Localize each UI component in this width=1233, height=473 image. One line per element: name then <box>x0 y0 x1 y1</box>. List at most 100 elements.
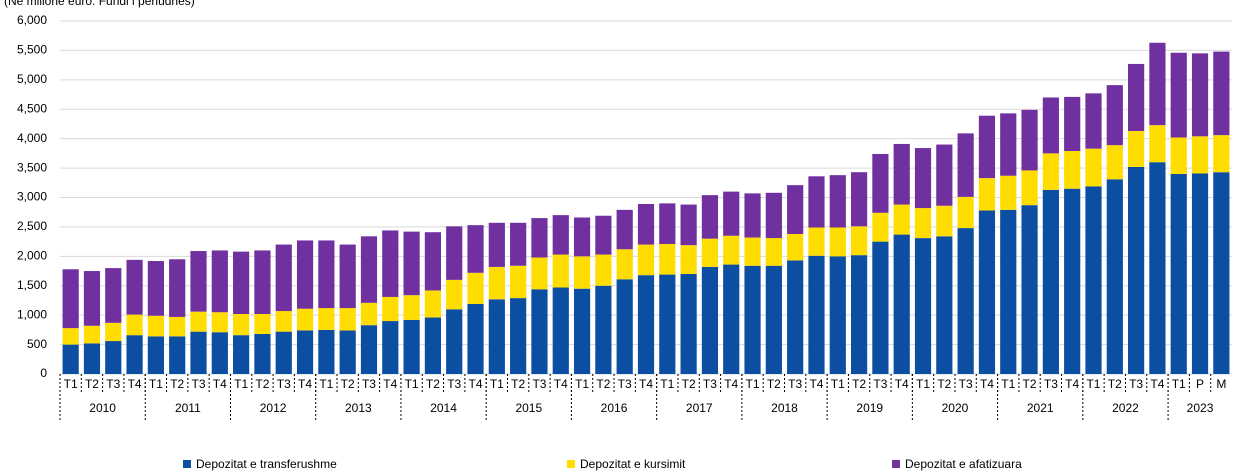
bar-segment <box>531 289 548 374</box>
x-tick-label: T1 <box>575 377 589 391</box>
bar-segment <box>488 266 505 300</box>
y-tick-label: 1,500 <box>17 278 47 292</box>
bar-segment <box>957 196 974 229</box>
bar-segment <box>787 233 804 261</box>
bar-segment <box>531 257 548 290</box>
bar-segment <box>850 255 868 374</box>
bar-segment <box>254 333 271 374</box>
x-tick-label: T3 <box>192 377 206 391</box>
bar-segment <box>1042 153 1059 190</box>
group-label: 2019 <box>856 401 883 415</box>
y-tick-label: 4,500 <box>17 101 47 115</box>
bar-segment <box>190 311 207 332</box>
bar-segment <box>510 298 527 374</box>
y-tick-label: 3,500 <box>17 160 47 174</box>
bar-segment <box>1042 189 1059 374</box>
bar-segment <box>637 244 655 276</box>
x-tick-label: T3 <box>106 377 120 391</box>
x-tick-label: T4 <box>298 377 312 391</box>
x-tick-label: T3 <box>703 377 717 391</box>
bar-segment <box>403 319 420 374</box>
group-label: 2015 <box>515 401 542 415</box>
bar-segment <box>275 244 292 312</box>
y-tick-label: 6,000 <box>17 13 47 27</box>
bar-segment <box>62 269 79 329</box>
group-label: 2011 <box>175 401 201 415</box>
x-tick-label: T2 <box>255 377 269 391</box>
bar-segment <box>744 237 761 266</box>
bar-segment <box>318 240 335 309</box>
bar-segment <box>978 115 996 179</box>
bar-segment <box>829 256 846 374</box>
x-tick-label: T4 <box>980 377 994 391</box>
bar-segment <box>318 308 335 330</box>
bar-segment <box>872 241 889 374</box>
bar-segment <box>552 287 569 374</box>
bar-segment <box>1000 209 1017 374</box>
x-tick-label: T3 <box>362 377 376 391</box>
bar-segment <box>233 313 250 336</box>
bar-segment <box>957 133 974 197</box>
x-tick-label: T3 <box>447 377 461 391</box>
bar-segment <box>573 217 591 257</box>
x-tick-label: T4 <box>554 377 568 391</box>
bar-segment <box>680 245 697 274</box>
legend-label: Depozitat e kursimit <box>580 457 686 471</box>
x-tick-label: T1 <box>831 377 845 391</box>
x-tick-label: T4 <box>469 377 483 391</box>
bar-segment <box>765 265 782 374</box>
bar-segment <box>275 311 292 332</box>
bar-segment <box>1106 145 1123 180</box>
bar-segment <box>893 204 910 235</box>
x-tick-label: T4 <box>1065 377 1079 391</box>
y-tick-label: 2,500 <box>17 219 47 233</box>
bar-segment <box>552 254 569 288</box>
bar-segment <box>595 254 612 286</box>
x-tick-label: T3 <box>1129 377 1143 391</box>
x-tick-label: T1 <box>149 377 163 391</box>
bar-segment <box>467 225 484 273</box>
y-tick-label: 0 <box>40 366 47 380</box>
x-tick-label: T2 <box>1023 377 1037 391</box>
bar-segment <box>957 228 974 374</box>
x-tick-label: T1 <box>1086 377 1100 391</box>
bar-segment <box>850 172 868 227</box>
bar-segment <box>808 255 825 374</box>
group-label: 2017 <box>686 401 713 415</box>
bar-segment <box>190 331 207 374</box>
bar-segment <box>147 261 164 316</box>
bar-segment <box>296 308 314 331</box>
y-tick-label: 5,500 <box>17 43 47 57</box>
x-tick-label: T3 <box>532 377 546 391</box>
bar-segment <box>488 222 505 267</box>
bar-segment <box>659 243 676 275</box>
bar-segment <box>914 148 932 209</box>
bar-segment <box>1021 109 1038 171</box>
bar-segment <box>936 236 953 374</box>
x-tick-label: T1 <box>405 377 419 391</box>
x-tick-label: T2 <box>937 377 951 391</box>
bar-segment <box>1106 85 1123 146</box>
bar-segment <box>1170 137 1187 174</box>
bar-segment <box>147 315 164 337</box>
bar-segment <box>637 275 655 374</box>
bar-segment <box>62 328 79 345</box>
x-tick-label: T1 <box>490 377 504 391</box>
x-tick-label: T2 <box>682 377 696 391</box>
bar-segment <box>1128 63 1145 132</box>
bar-segment <box>296 330 314 374</box>
group-label: 2013 <box>345 401 372 415</box>
bar-segment <box>872 212 889 242</box>
x-tick-label: T4 <box>809 377 823 391</box>
bar-segment <box>1191 173 1209 374</box>
x-tick-label: T2 <box>426 377 440 391</box>
bar-segment <box>318 329 335 374</box>
bar-segment <box>169 336 186 374</box>
bar-segment <box>382 296 399 322</box>
x-tick-label: T2 <box>511 377 525 391</box>
bar-segment <box>360 302 378 326</box>
bar-segment <box>1191 136 1209 174</box>
x-tick-label: T2 <box>852 377 866 391</box>
bar-segment <box>723 264 740 374</box>
